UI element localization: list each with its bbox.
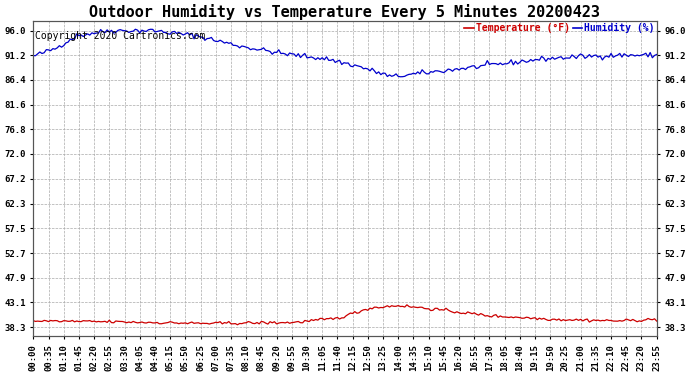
Legend: Temperature (°F), Humidity (%): Temperature (°F), Humidity (%)	[464, 23, 655, 33]
Title: Outdoor Humidity vs Temperature Every 5 Minutes 20200423: Outdoor Humidity vs Temperature Every 5 …	[90, 4, 600, 20]
Text: Copyright 2020 Cartronics.com: Copyright 2020 Cartronics.com	[34, 31, 205, 41]
